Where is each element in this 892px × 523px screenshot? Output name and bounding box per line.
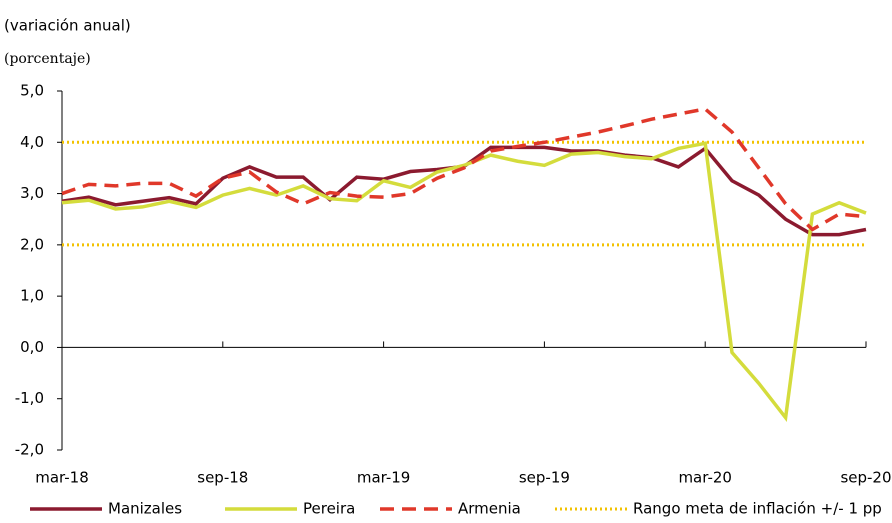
y-tick-label: 0,0: [20, 338, 44, 356]
x-tick-label: sep-20: [840, 469, 891, 487]
chart-subtitle: (variación anual): [4, 17, 131, 35]
x-tick-label: mar-19: [357, 469, 411, 487]
y-tick-label: 4,0: [20, 133, 44, 151]
unit-label: (porcentaje): [4, 51, 91, 67]
legend-label: Manizales: [108, 500, 182, 518]
y-tick-label: -1,0: [15, 389, 44, 407]
x-tick-label: sep-19: [519, 469, 570, 487]
x-tick-label: sep-18: [197, 469, 248, 487]
y-tick-label: 5,0: [20, 82, 44, 100]
y-tick-label: 1,0: [20, 287, 44, 305]
series-line: [61, 145, 867, 237]
legend-label: Pereira: [303, 500, 355, 518]
x-tick-label: mar-18: [35, 469, 89, 487]
y-tick-label: 3,0: [20, 184, 44, 202]
legend-label: Rango meta de inflación +/- 1 pp: [633, 500, 882, 518]
legend-label: Armenia: [458, 500, 521, 518]
series-line: [61, 107, 867, 232]
y-tick-label: -2,0: [15, 441, 44, 459]
x-tick-label: mar-20: [678, 469, 732, 487]
series-line: [61, 141, 867, 423]
y-tick-label: 2,0: [20, 235, 44, 253]
